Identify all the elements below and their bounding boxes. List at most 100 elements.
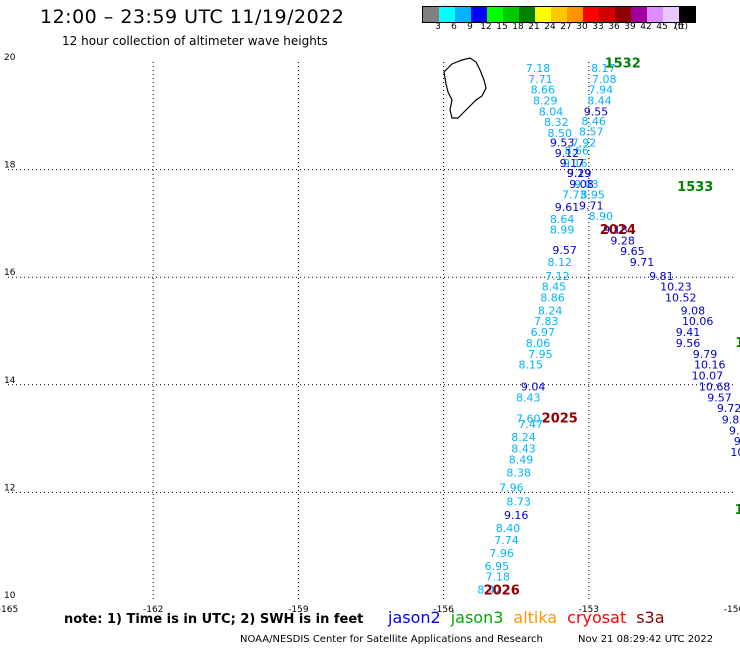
scale-swatch (487, 7, 503, 22)
wave-height-value: 8.44 (587, 95, 612, 108)
wave-height-value: 9.16 (563, 157, 588, 170)
pass-label: 1534 (735, 336, 740, 351)
wave-height-value: 7.96 (489, 547, 514, 560)
y-tick-label: 20 (4, 53, 16, 63)
wave-height-value: 8.29 (533, 95, 558, 108)
wave-height-value: 10.52 (665, 291, 697, 304)
wave-height-value: 9.79 (693, 348, 718, 361)
wave-height-value: 7.83 (534, 315, 559, 328)
wave-height-value: 8.15 (518, 359, 543, 372)
scale-label: 33 (592, 22, 604, 32)
wave-height-value: 9.57 (707, 391, 732, 404)
wave-height-value: 9.71 (630, 256, 655, 269)
wave-height-value: 9.56 (676, 337, 701, 350)
x-tick-label: -159 (288, 605, 309, 615)
legend-note: note: 1) Time is in UTC; 2) SWH is in fe… (64, 612, 364, 627)
scale-label: 18 (512, 22, 524, 32)
scale-label: 42 (640, 22, 652, 32)
wave-height-value: 9.53 (550, 136, 575, 149)
scale-swatch (647, 7, 663, 22)
x-tick-label: -153 (579, 605, 599, 615)
scale-swatch (583, 7, 599, 22)
wave-height-value: 9.04 (521, 381, 546, 394)
footer-credit: NOAA/NESDIS Center for Satellite Applica… (240, 634, 543, 645)
scale-label: 21 (528, 22, 540, 32)
legend-jason3: jason3 (450, 608, 504, 627)
wave-height-value: 8.06 (526, 337, 551, 350)
scale-swatch (599, 7, 615, 22)
wave-height-value: 6.97 (531, 326, 556, 339)
wave-height-value: 9.55 (584, 105, 609, 118)
wave-height-value: 10.07 (692, 369, 724, 382)
wave-height-value: 8.64 (550, 213, 575, 226)
wave-height-value: 9.65 (620, 245, 645, 258)
wave-height-value: 9.61 (555, 201, 580, 214)
scale-label: 30 (576, 22, 588, 32)
wave-height-value: 8.45 (542, 281, 567, 294)
wave-height-value: 7.08 (592, 73, 617, 86)
wave-height-value: 9.85 (722, 414, 740, 427)
wave-height-value: 8.49 (509, 453, 534, 466)
wave-height-value: 7.73 (562, 189, 587, 202)
scale-label: 6 (451, 22, 457, 32)
wave-height-value: 8.17 (591, 62, 616, 75)
scale-swatch (631, 7, 647, 22)
scale-swatch (519, 7, 535, 22)
wave-height-value: 9.08 (681, 304, 706, 317)
wave-height-value: 10.16 (694, 359, 726, 372)
wave-height-value: 7.18 (486, 571, 511, 584)
wave-height-value: 8.50 (548, 127, 573, 140)
hawaii-island-outline (443, 57, 487, 119)
scale-swatch (567, 7, 583, 22)
wave-height-value: 7.92 (572, 136, 597, 149)
wave-height-value: 7.60 (516, 412, 541, 425)
wave-height-value: 8.66 (531, 84, 556, 97)
scale-swatch (439, 7, 455, 22)
footer-timestamp: Nov 21 08:29:42 UTC 2022 (578, 634, 714, 645)
wave-height-value: 9.18 (603, 224, 628, 237)
scale-label: 3 (435, 22, 441, 32)
wave-height-value: 8.73 (506, 495, 531, 508)
wave-height-value: 10.68 (699, 381, 731, 394)
wave-height-value: 9.58 (734, 435, 740, 448)
wave-height-value: 9.28 (610, 234, 635, 247)
legend-jason2: jason2 (388, 608, 441, 627)
legend-altika: altika (513, 608, 558, 627)
legend-cryosat: cryosat (567, 608, 627, 627)
scale-swatch (455, 7, 471, 22)
y-tick-label: 16 (4, 268, 16, 278)
wave-height-value: 9.12 (555, 147, 580, 160)
chart-title: 12:00 – 23:59 UTC 11/19/2022 (40, 6, 345, 28)
wave-height-value: 9.41 (676, 326, 701, 339)
wave-height-value: 9.29 (567, 167, 592, 180)
wave-height-value: 8.42 (477, 584, 502, 597)
scale-label: 9 (467, 22, 473, 32)
scale-swatch (535, 7, 551, 22)
wave-height-value: 8.95 (580, 189, 605, 202)
wave-height-value: 8.24 (511, 431, 536, 444)
pass-label: 15 (735, 503, 740, 518)
wave-height-value: 9.57 (552, 244, 577, 257)
scale-swatch (503, 7, 519, 22)
wave-height-value: 7.96 (499, 481, 524, 494)
x-tick-label: -165 (0, 605, 18, 615)
wave-height-value: 8.12 (548, 256, 573, 269)
scale-label: 24 (544, 22, 556, 32)
wave-height-value: 7.47 (518, 418, 543, 431)
wave-height-value: 9.46 (729, 424, 740, 437)
wave-height-value: 8.86 (540, 291, 565, 304)
pass-label: 2026 (484, 584, 520, 599)
scale-swatch (615, 7, 631, 22)
scale-label: 45 (656, 22, 668, 32)
wave-height-value: 9.72 (717, 402, 740, 415)
wave-height-value: 9.03 (574, 178, 599, 191)
scale-swatch (551, 7, 567, 22)
pass-label: 1533 (677, 180, 713, 195)
scale-label: 27 (560, 22, 572, 32)
y-tick-label: 10 (4, 591, 16, 601)
scale-swatch (679, 7, 695, 22)
scale-swatch (471, 7, 487, 22)
satellite-legend: jason2 jason3 altika cryosat s3a (388, 608, 675, 627)
wave-height-value: 7.12 (545, 270, 570, 283)
